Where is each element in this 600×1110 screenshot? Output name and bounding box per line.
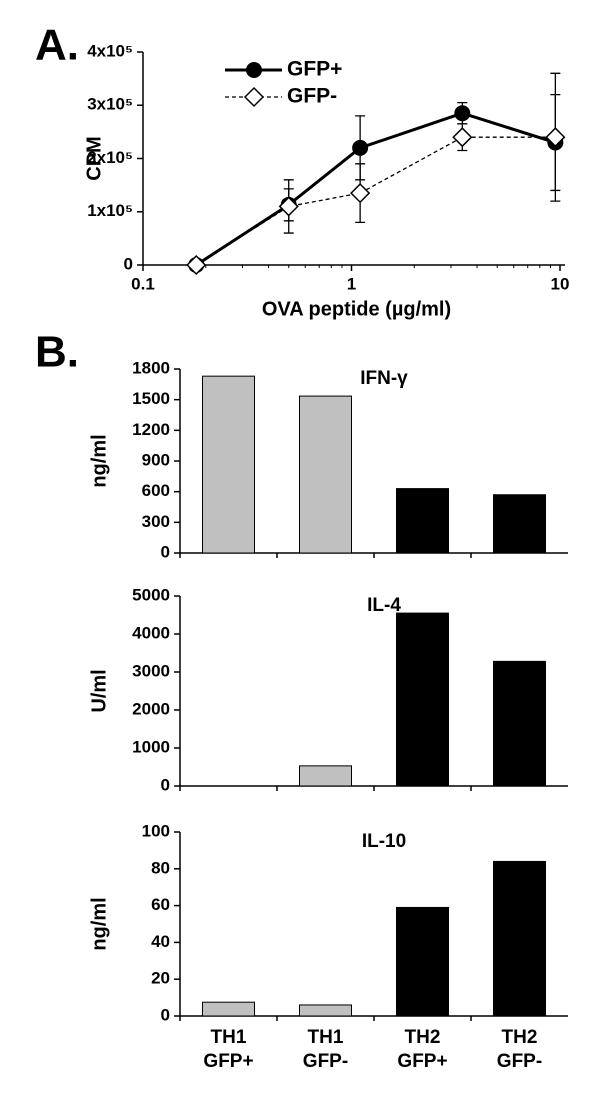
panel-title: IL-4 [367,595,401,616]
bar [202,1001,255,1017]
y-tick-label: 20 [151,969,170,988]
bar [396,612,449,787]
y-tick-label: 100 [142,821,170,840]
y-tick-label: 1200 [132,420,170,439]
y-tick-label: 0 [161,1005,170,1024]
y-tick-label: 3x10⁵ [87,95,133,114]
x-axis-title: OVA peptide (µg/ml) [262,298,451,320]
bar [493,494,546,554]
x-tick-label: GFP- [303,1051,348,1072]
bar [202,375,255,554]
bar [299,1004,352,1017]
series-line [195,136,556,266]
x-tick-label: TH2 [502,1027,538,1048]
panel-label: B. [35,328,79,377]
y-axis-title: ng/ml [88,897,110,950]
y-tick-label: 300 [142,512,170,531]
y-tick-label: 5000 [132,585,170,604]
y-tick-label: 0 [161,775,170,794]
point [454,105,471,122]
x-tick-label: GFP+ [203,1051,253,1072]
point [278,196,299,217]
y-tick-label: 4000 [132,623,170,642]
x-tick-label: 0.1 [131,274,155,293]
y-tick-label: 900 [142,450,170,469]
y-tick-label: 2x10⁵ [87,148,133,167]
y-axis-title: CPM [83,136,105,180]
y-tick-label: 3000 [132,661,170,680]
y-tick-label: 0 [161,542,170,561]
bar [299,395,352,554]
x-tick-label: 10 [551,274,570,293]
legend-marker [243,86,265,108]
x-tick-label: GFP- [497,1051,542,1072]
panel-title: IFN-γ [360,368,408,389]
point [452,127,473,148]
legend-label: GFP+ [287,58,342,81]
x-tick-label: TH2 [405,1027,441,1048]
bar [493,660,546,787]
bar [493,860,546,1017]
series-line [195,111,556,267]
y-axis-title: U/ml [88,669,110,712]
y-tick-label: 0 [124,254,133,273]
y-tick-label: 600 [142,481,170,500]
y-tick-label: 4x10⁵ [87,41,133,60]
y-tick-label: 1500 [132,389,170,408]
panel-label: A. [35,21,79,70]
point [352,139,369,156]
x-tick-label: TH1 [211,1027,247,1048]
bar [396,488,449,554]
legend-marker [246,62,262,78]
panel-title: IL-10 [362,831,406,852]
x-tick-label: TH1 [308,1027,344,1048]
y-tick-label: 40 [151,932,170,951]
bar [396,906,449,1017]
point [545,127,566,148]
y-tick-label: 1x10⁵ [87,201,133,220]
bar [299,765,352,787]
point [350,183,371,204]
point [186,254,207,276]
y-tick-label: 2000 [132,699,170,718]
x-tick-label: GFP+ [397,1051,447,1072]
y-tick-label: 1800 [132,358,170,377]
y-tick-label: 1000 [132,737,170,756]
y-tick-label: 60 [151,895,170,914]
x-tick-label: 1 [347,274,356,293]
y-axis-title: ng/ml [88,434,110,487]
y-tick-label: 80 [151,858,170,877]
legend-label: GFP- [287,85,337,108]
